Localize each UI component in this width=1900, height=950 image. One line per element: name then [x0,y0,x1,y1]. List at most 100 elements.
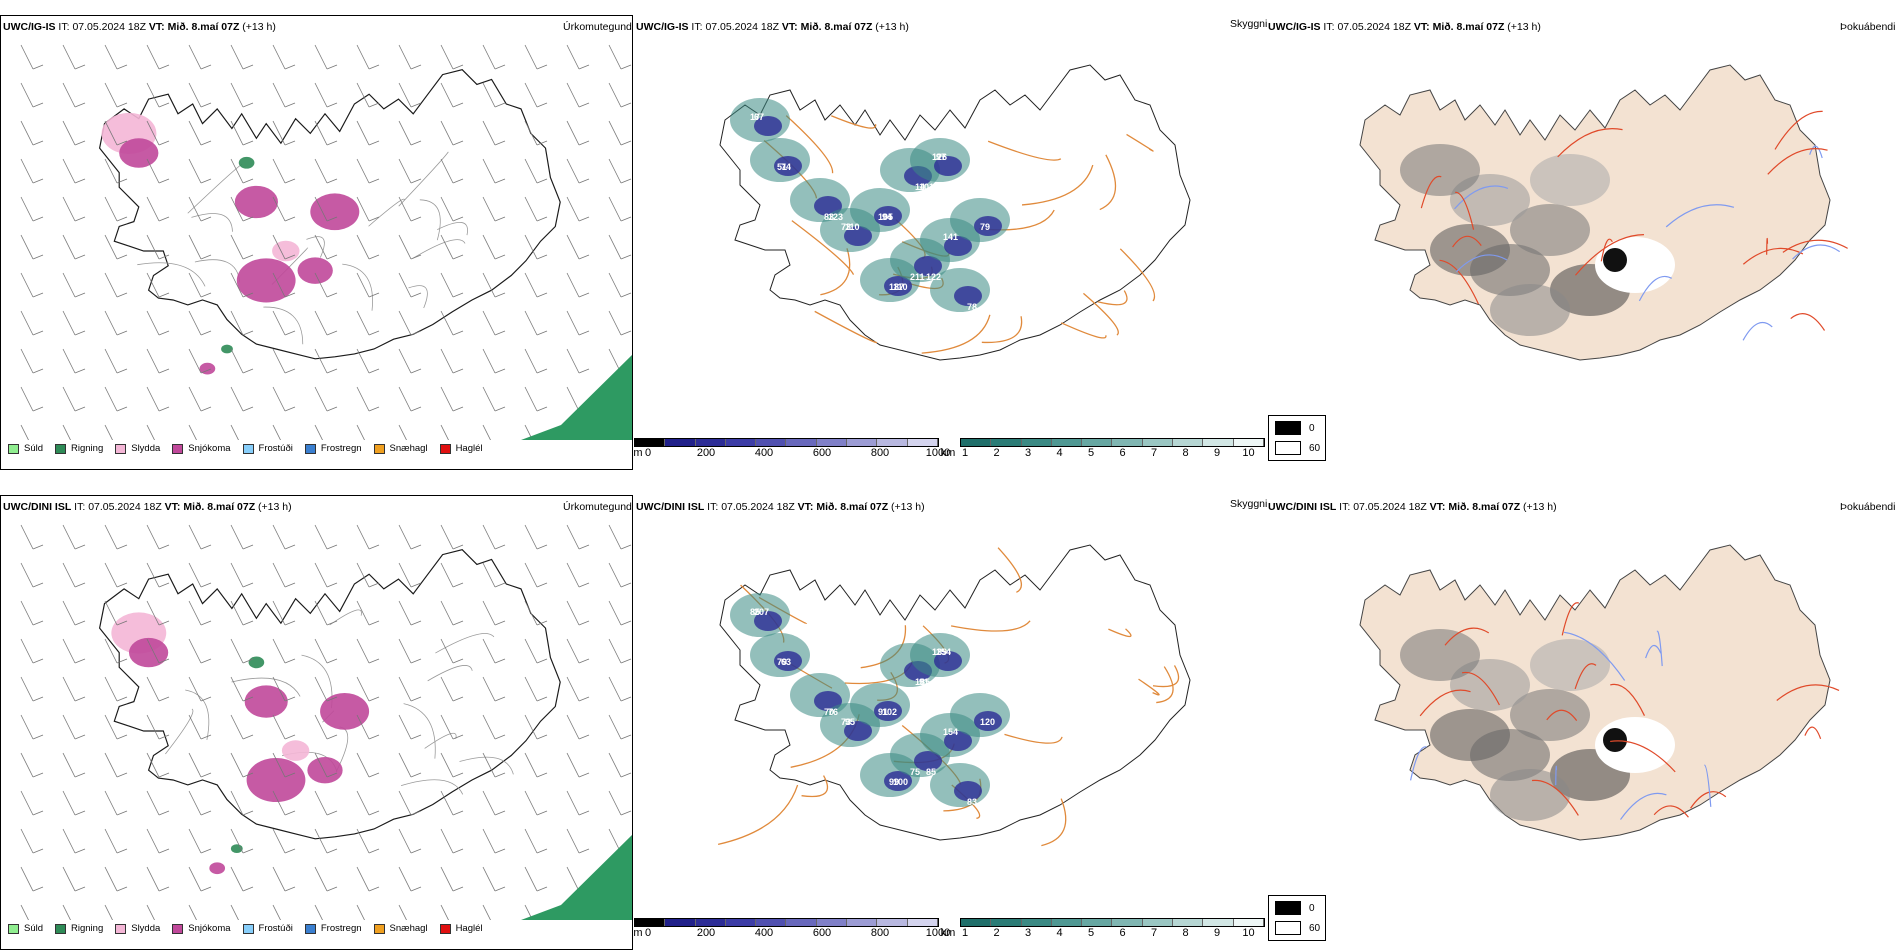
precip-area [234,185,278,219]
wind-barb [482,196,496,222]
fog-swatch-0 [1275,901,1301,915]
road-line [1083,292,1119,336]
wind-barb [20,196,34,222]
cloud-base-value: 211 [910,272,925,282]
road-line [427,665,473,682]
cloud-base-value: 63 [781,657,791,667]
legend-label: Frostúði [258,443,293,454]
wind-barb [230,638,244,664]
wind-barb [608,82,622,108]
legend-swatch [439,923,451,934]
wind-barb [146,676,160,702]
wind-barb [62,638,76,664]
wind-barb [146,120,160,146]
scale-cell [695,919,726,926]
wind-barb [314,196,328,222]
road-line [1452,235,1482,248]
legend-label: Súld [24,443,44,454]
km-tick: 4 [1056,927,1063,939]
cloud-panel-title: UWC/DINI ISL IT: 07.05.2024 18Z VT: Mið.… [636,501,925,513]
wind-barb [104,638,118,664]
wind-barb [566,562,580,588]
cloud-type-label: Skyggni [1230,18,1268,30]
km-tick: 7 [1150,447,1158,459]
wind-barb [272,234,286,260]
wind-barb [524,638,538,664]
wind-barb [20,714,34,740]
wind-barb [440,562,454,588]
cloud-map: 8579707391185139998515412083207637695102… [717,544,1191,847]
river-line [1454,185,1509,210]
wind-barb [482,272,496,298]
rain-area-sea [521,355,632,440]
scale-cell [1233,439,1264,446]
wind-barb [398,234,412,260]
wind-barb [482,638,496,664]
fog-index-area [1530,154,1610,206]
wind-barb [440,600,454,626]
wind-barb [62,562,76,588]
m-tick: 400 [754,447,774,459]
wind-barb [524,524,538,550]
wind-barb [608,158,622,184]
wind-barb [272,424,281,440]
wind-barb [230,120,244,146]
wind-barb [230,386,244,412]
init-time-label: IT: [691,21,703,33]
fog-index-area [1470,244,1550,296]
wind-barb [20,562,34,588]
m-tick: 1000 [925,447,951,459]
cloud-base-value: 95 [845,717,855,727]
road-line [412,239,466,259]
wind-barb [440,424,449,440]
cloud-base-value: 207 [754,607,769,617]
wind-barb [398,196,412,222]
wind-barb [566,790,580,816]
cloud-base-area [774,156,802,176]
wind-barb [398,424,407,440]
wind-barb [314,676,328,702]
valid-time-value: Mið. 8.maí 07Z [816,501,889,513]
road-line [1557,128,1623,158]
wind-barb [608,524,622,550]
lead-time: (+13 h) [1507,21,1541,33]
scale-cell [725,919,757,926]
wind-barb [314,234,328,260]
wind-barb [356,196,370,222]
wind-barb [608,234,622,260]
km-tick: 1 [961,447,969,459]
wind-barb [356,158,370,184]
wind-barb [62,714,76,740]
fog-index-legend: 0 60 [1268,415,1326,461]
precip-legend-item: Haglél [439,443,483,454]
cloud-base-area [954,781,982,801]
road-line [1767,148,1828,175]
legend-swatch [304,923,316,934]
cloud-base-area [774,651,802,671]
wind-barb [146,524,160,550]
wind-barb [230,196,244,222]
wind-barb [272,828,286,854]
road-line [368,198,405,227]
wind-barb [482,714,496,740]
wind-barb [188,120,202,146]
wind-barb [524,44,538,70]
road-line [814,310,878,344]
wind-barb [566,600,580,626]
wind-barb [608,714,622,740]
road-line [1439,259,1479,305]
wind-barb [314,44,328,70]
cloud-base-value: 185 [915,677,930,687]
cloud-base-area [944,236,972,256]
wind-barb [314,866,328,892]
cloud-base-value: 110 [845,222,860,232]
wind-barb [62,44,76,70]
scale-cell [991,439,1022,446]
wind-barb [482,790,496,816]
legend-swatch [172,443,184,454]
legend-label: Snjókoma [188,443,231,454]
wind-barb [62,196,76,222]
wind-barb [188,82,202,108]
cloud-base-value: 79 [777,657,787,667]
scale-cell [635,439,666,446]
